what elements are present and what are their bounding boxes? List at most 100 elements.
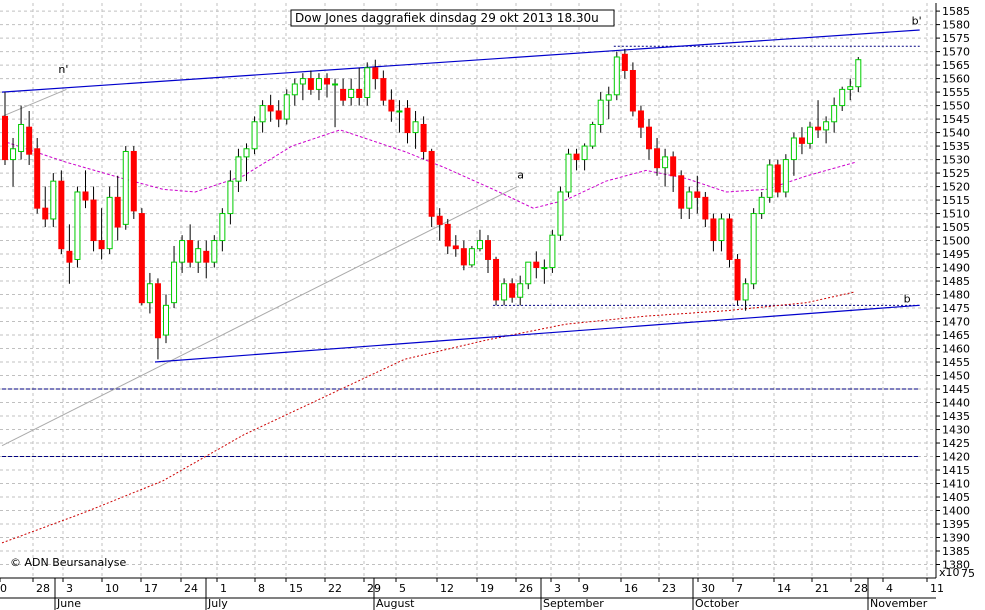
candle-down bbox=[734, 258, 741, 301]
channel-lower-line bbox=[154, 304, 920, 363]
candle-down bbox=[710, 218, 717, 242]
candle-down bbox=[629, 69, 636, 112]
y-tick-label: 1580 bbox=[942, 19, 970, 32]
x-month-label: June bbox=[56, 597, 81, 610]
candle-up bbox=[283, 94, 290, 120]
candle-down bbox=[670, 156, 677, 177]
y-tick-label: 1440 bbox=[942, 397, 970, 410]
x-day-label: 12 bbox=[440, 582, 454, 595]
y-tick-label: 1565 bbox=[942, 59, 970, 72]
y-tick-label: 1455 bbox=[942, 356, 970, 369]
candle-down bbox=[98, 240, 105, 250]
candle-up bbox=[525, 261, 532, 285]
y-tick-label: 1385 bbox=[942, 545, 970, 558]
candle-down bbox=[678, 175, 685, 209]
candle-up bbox=[790, 137, 797, 161]
x-day-label: 3 bbox=[554, 582, 561, 595]
moving-average-short bbox=[1, 129, 856, 209]
channel-upper-line bbox=[1, 29, 920, 93]
x-day-label: 4 bbox=[886, 582, 893, 595]
x-day-label: 28 bbox=[854, 582, 868, 595]
y-tick-label: 1400 bbox=[942, 505, 970, 518]
candle-down bbox=[356, 88, 363, 98]
candle-down bbox=[26, 126, 33, 155]
y-tick-label: 1550 bbox=[942, 100, 970, 113]
candle-up bbox=[122, 150, 129, 225]
candle-up bbox=[613, 56, 620, 96]
candle-up bbox=[332, 83, 339, 86]
x-day-label: 22 bbox=[328, 582, 342, 595]
y-tick-label: 1585 bbox=[942, 5, 970, 18]
y-tick-label: 1535 bbox=[942, 140, 970, 153]
candle-up bbox=[686, 191, 693, 209]
y-tick-label: 1395 bbox=[942, 518, 970, 531]
candle-up bbox=[807, 126, 813, 144]
x-day-label: 30 bbox=[701, 582, 715, 595]
candle-up bbox=[10, 148, 17, 161]
y-tick-label: 1430 bbox=[942, 424, 970, 437]
candle-down bbox=[404, 107, 411, 134]
candle-up bbox=[589, 123, 596, 147]
copyright: © ADN Beursanalyse bbox=[10, 556, 127, 569]
x-day-label: 17 bbox=[144, 582, 158, 595]
candle-up bbox=[501, 283, 508, 301]
y-tick-label: 1420 bbox=[942, 451, 970, 464]
x-month-label: November bbox=[870, 597, 928, 610]
x-day-label: 19 bbox=[480, 582, 494, 595]
y-tick-label: 1505 bbox=[942, 221, 970, 234]
candle-down bbox=[90, 199, 97, 242]
y-tick-label: 1490 bbox=[942, 262, 970, 275]
y-tick-label: 1460 bbox=[942, 343, 970, 356]
candle-up bbox=[106, 196, 113, 250]
x-day-label: 14 bbox=[777, 582, 791, 595]
candle-down bbox=[444, 223, 451, 247]
y-tick-label: 1480 bbox=[942, 289, 970, 302]
candle-down bbox=[452, 245, 459, 250]
candle-up bbox=[50, 180, 57, 220]
y-tick-label: 1510 bbox=[942, 208, 970, 221]
candle-down bbox=[815, 126, 822, 131]
y-tick-label: 1470 bbox=[942, 316, 970, 329]
x-day-label: 5 bbox=[399, 582, 406, 595]
candle-down bbox=[66, 250, 73, 263]
candle-up bbox=[557, 191, 564, 236]
candle-up bbox=[211, 240, 218, 263]
candle-down bbox=[798, 137, 805, 144]
candle-up bbox=[847, 86, 854, 90]
x-day-label: 1 bbox=[220, 582, 227, 595]
candle-up bbox=[766, 164, 773, 198]
y-tick-label: 1555 bbox=[942, 86, 970, 99]
x-day-label: 8 bbox=[258, 582, 265, 595]
candle-up bbox=[163, 304, 169, 336]
x-month-label: August bbox=[376, 597, 415, 610]
y-tick-label: 1485 bbox=[942, 275, 970, 288]
candle-down bbox=[654, 148, 661, 169]
x-day-label: 15 bbox=[289, 582, 303, 595]
candle-down bbox=[307, 78, 314, 90]
x-day-label: 7 bbox=[736, 582, 743, 595]
candle-up bbox=[243, 148, 250, 158]
candle-up bbox=[782, 159, 789, 193]
y-tick-label: 1500 bbox=[942, 235, 970, 248]
y-tick-label: 1540 bbox=[942, 127, 970, 140]
candle-up bbox=[171, 261, 178, 304]
x-day-label: 23 bbox=[662, 582, 676, 595]
candle-up bbox=[291, 83, 298, 96]
y-tick-label: 1415 bbox=[942, 464, 970, 477]
candle-down bbox=[130, 150, 137, 212]
x-day-label: 0 bbox=[0, 582, 7, 595]
candle-down bbox=[324, 78, 330, 85]
y-tick-label: 1560 bbox=[942, 73, 970, 86]
candle-up bbox=[742, 283, 749, 301]
candle-up bbox=[219, 213, 226, 242]
candle-down bbox=[646, 126, 652, 150]
candle-up bbox=[235, 156, 242, 182]
candle-down bbox=[267, 105, 274, 112]
x-day-label: 24 bbox=[184, 582, 198, 595]
y-tick-label: 1445 bbox=[942, 383, 970, 396]
x-day-label: 16 bbox=[624, 582, 638, 595]
candle-down bbox=[509, 283, 516, 298]
x-month-label: September bbox=[543, 597, 604, 610]
candle-up bbox=[597, 99, 604, 125]
